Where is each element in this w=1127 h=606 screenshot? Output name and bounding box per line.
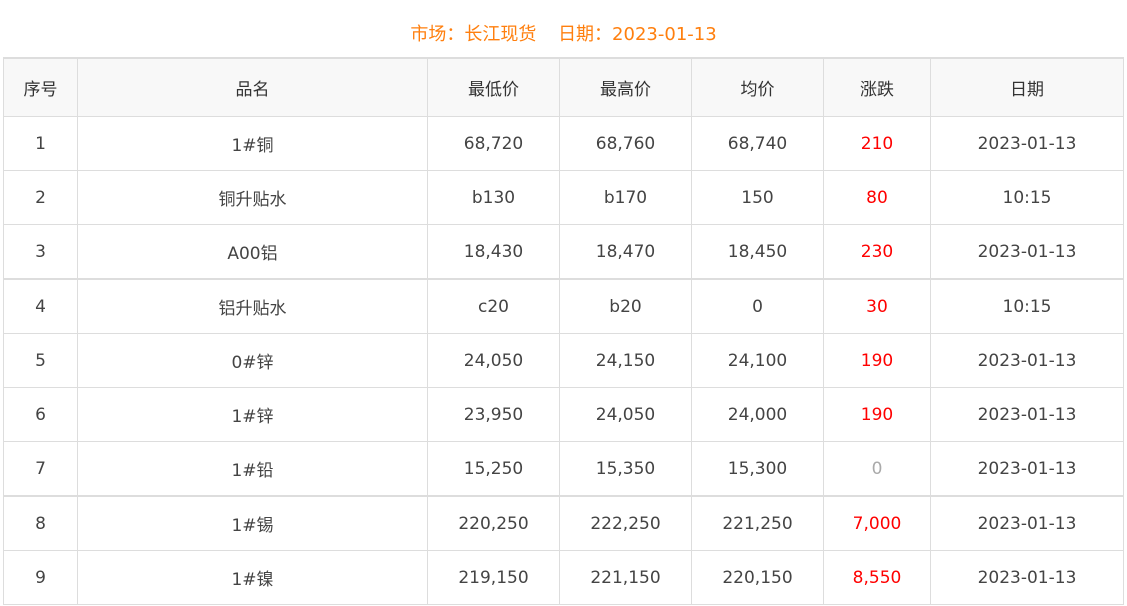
cell-change: 190 [823, 387, 931, 442]
market-header: 市场：长江现货 日期：2023-01-13 [0, 20, 1127, 46]
column-header: 品名 [77, 57, 428, 117]
cell-index: 3 [3, 224, 78, 280]
cell-index: 6 [3, 387, 78, 442]
cell-index: 4 [3, 278, 78, 334]
cell-avg: 24,100 [691, 333, 824, 388]
cell-avg: 0 [691, 278, 824, 334]
cell-date: 2023-01-13 [930, 224, 1124, 280]
cell-high: 24,050 [559, 387, 692, 442]
cell-change: 80 [823, 170, 931, 225]
cell-change: 8,550 [823, 550, 931, 605]
cell-low: 220,250 [427, 495, 560, 551]
cell-index: 8 [3, 495, 78, 551]
cell-name: 铜升贴水 [77, 170, 428, 225]
cell-date: 10:15 [930, 278, 1124, 334]
cell-high: 15,350 [559, 441, 692, 497]
column-header: 序号 [3, 57, 78, 117]
cell-change: 230 [823, 224, 931, 280]
cell-high: 221,150 [559, 550, 692, 605]
cell-low: 24,050 [427, 333, 560, 388]
cell-index: 7 [3, 441, 78, 497]
cell-index: 1 [3, 116, 78, 171]
column-header: 最低价 [427, 57, 560, 117]
cell-date: 2023-01-13 [930, 495, 1124, 551]
cell-low: 68,720 [427, 116, 560, 171]
cell-high: 24,150 [559, 333, 692, 388]
cell-name: 1#锌 [77, 387, 428, 442]
cell-name: 铝升贴水 [77, 278, 428, 334]
date-label: 日期：2023-01-13 [558, 24, 717, 45]
cell-name: 1#铅 [77, 441, 428, 497]
cell-avg: 15,300 [691, 441, 824, 497]
column-header: 最高价 [559, 57, 692, 117]
cell-avg: 150 [691, 170, 824, 225]
cell-low: c20 [427, 278, 560, 334]
table-row: 3 A00铝 18,430 18,470 18,450 230 2023-01-13 [3, 224, 1124, 280]
cell-name: A00铝 [77, 224, 428, 280]
cell-date: 2023-01-13 [930, 441, 1124, 497]
table-row: 7 1#铅 15,250 15,350 15,300 0 2023-01-13 [3, 441, 1124, 497]
cell-high: 222,250 [559, 495, 692, 551]
price-table: 序号 品名 最低价 最高价 均价 涨跌 日期 1 1#铜 68,720 68,760 68,740 2… [3, 57, 1124, 605]
column-header: 均价 [691, 57, 824, 117]
cell-change: 190 [823, 333, 931, 388]
cell-high: b20 [559, 278, 692, 334]
cell-avg: 220,150 [691, 550, 824, 605]
table-row: 8 1#锡 220,250 222,250 221,250 7,000 2023-01-13 [3, 495, 1124, 551]
cell-date: 2023-01-13 [930, 333, 1124, 388]
cell-low: 219,150 [427, 550, 560, 605]
market-label: 市场：长江现货 [410, 24, 537, 45]
cell-date: 2023-01-13 [930, 550, 1124, 605]
cell-low: 15,250 [427, 441, 560, 497]
table-row: 1 1#铜 68,720 68,760 68,740 210 2023-01-13 [3, 116, 1124, 171]
cell-name: 1#镍 [77, 550, 428, 605]
cell-high: b170 [559, 170, 692, 225]
cell-change: 0 [823, 441, 931, 497]
cell-avg: 68,740 [691, 116, 824, 171]
cell-low: 18,430 [427, 224, 560, 280]
cell-avg: 221,250 [691, 495, 824, 551]
cell-change: 7,000 [823, 495, 931, 551]
cell-name: 0#锌 [77, 333, 428, 388]
cell-change: 210 [823, 116, 931, 171]
cell-avg: 18,450 [691, 224, 824, 280]
column-header: 日期 [930, 57, 1124, 117]
cell-high: 18,470 [559, 224, 692, 280]
cell-name: 1#铜 [77, 116, 428, 171]
table-row: 9 1#镍 219,150 221,150 220,150 8,550 2023-01-13 [3, 550, 1124, 605]
cell-name: 1#锡 [77, 495, 428, 551]
table-row: 4 铝升贴水 c20 b20 0 30 10:15 [3, 278, 1124, 334]
table-header: 序号 品名 最低价 最高价 均价 涨跌 日期 [3, 57, 1124, 117]
cell-index: 9 [3, 550, 78, 605]
cell-index: 2 [3, 170, 78, 225]
cell-avg: 24,000 [691, 387, 824, 442]
table-row: 5 0#锌 24,050 24,150 24,100 190 2023-01-13 [3, 333, 1124, 388]
cell-date: 2023-01-13 [930, 116, 1124, 171]
cell-high: 68,760 [559, 116, 692, 171]
column-header: 涨跌 [823, 57, 931, 117]
cell-date: 10:15 [930, 170, 1124, 225]
cell-low: b130 [427, 170, 560, 225]
cell-low: 23,950 [427, 387, 560, 442]
table-row: 2 铜升贴水 b130 b170 150 80 10:15 [3, 170, 1124, 225]
cell-index: 5 [3, 333, 78, 388]
table-row: 6 1#锌 23,950 24,050 24,000 190 2023-01-13 [3, 387, 1124, 442]
cell-change: 30 [823, 278, 931, 334]
cell-date: 2023-01-13 [930, 387, 1124, 442]
